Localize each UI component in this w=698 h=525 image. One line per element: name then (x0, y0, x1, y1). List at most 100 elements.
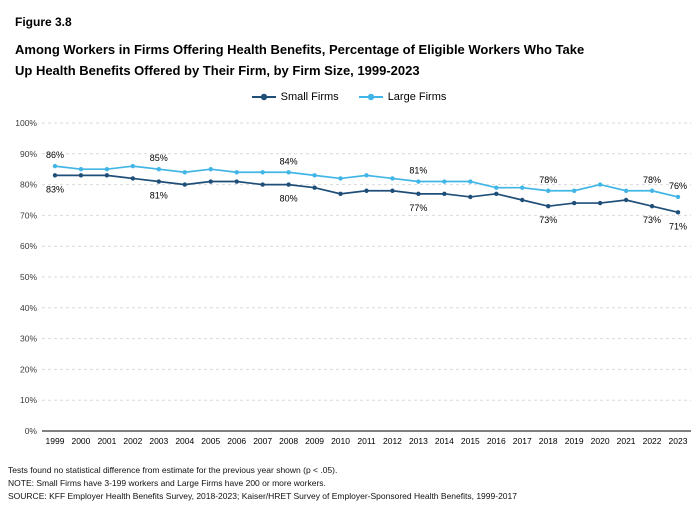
data-label-large-firms: 84% (280, 156, 298, 166)
point-large-firms (520, 185, 525, 190)
x-tick-label: 2003 (149, 436, 168, 446)
data-label-small-firms: 73% (643, 215, 661, 225)
point-large-firms (208, 166, 213, 171)
point-large-firms (468, 178, 473, 184)
x-tick-label: 2010 (331, 436, 350, 446)
data-label-large-firms: 86% (46, 150, 64, 160)
line-small-firms (54, 174, 679, 213)
x-tick-label: 2012 (383, 436, 402, 446)
point-small-firms (571, 200, 577, 205)
x-tick-label: 2002 (123, 436, 142, 446)
data-label-large-firms: 85% (150, 153, 168, 163)
point-large-firms (675, 194, 681, 199)
small-firms-line-marker-icon (251, 93, 276, 100)
x-tick-label: 2008 (279, 436, 298, 446)
point-large-firms (78, 166, 84, 171)
x-tick-label: 2009 (305, 436, 324, 446)
point-small-firms (52, 172, 58, 178)
data-label-small-firms: 73% (539, 215, 557, 225)
point-small-firms (130, 175, 136, 181)
point-small-firms (260, 181, 265, 187)
chart-title-line-1: Among Workers in Firms Offering Health B… (15, 42, 585, 57)
point-small-firms (623, 197, 629, 202)
figure-header: Figure 3.8 Among Workers in Firms Offeri… (0, 0, 698, 82)
data-label-large-firms: 78% (643, 174, 661, 184)
data-label-large-firms: 76% (669, 181, 687, 191)
point-small-firms (390, 188, 395, 193)
point-small-firms (104, 172, 110, 178)
line-chart: 0% 10% 20% 30% 40% 50% 60% 70% 80% 90% 100% 1999 200… (15, 118, 691, 446)
footnote-statistics: Tests found no statistical difference fr… (8, 464, 338, 475)
point-large-firms (649, 188, 655, 193)
point-small-firms (442, 191, 447, 196)
x-tick-label: 2020 (591, 436, 610, 446)
point-large-firms (442, 178, 447, 184)
point-small-firms (546, 203, 551, 208)
data-label-small-firms: 77% (409, 202, 427, 212)
point-large-firms (234, 169, 239, 175)
point-large-firms (156, 166, 162, 171)
x-tick-label: 2018 (539, 436, 558, 446)
x-tick-label: 1999 (46, 436, 65, 446)
y-tick-label: 30% (20, 333, 37, 343)
figure-number: Figure 3.8 (15, 15, 72, 29)
footnote-note: NOTE: Small Firms have 3-199 workers and… (8, 477, 326, 488)
x-tick-label: 2011 (357, 436, 376, 446)
y-tick-label: 20% (20, 364, 37, 374)
data-label-large-firms: 78% (539, 174, 557, 184)
point-small-firms (597, 200, 603, 205)
y-tick-label: 70% (20, 210, 37, 220)
x-tick-label: 2006 (227, 436, 246, 446)
y-tick-label: 80% (20, 179, 37, 189)
x-tick-label: 2015 (461, 436, 480, 446)
point-small-firms (78, 172, 84, 178)
data-label-small-firms: 71% (669, 221, 687, 231)
legend-item-small-firms: Small Firms (251, 91, 339, 103)
point-large-firms (312, 172, 317, 178)
point-large-firms (338, 175, 343, 181)
point-large-firms (546, 188, 551, 193)
point-small-firms (312, 185, 317, 190)
data-label-small-firms: 83% (46, 184, 64, 194)
data-label-small-firms: 80% (280, 193, 298, 203)
y-tick-label: 10% (20, 395, 37, 405)
x-tick-label: 2013 (409, 436, 428, 446)
point-small-firms (338, 191, 343, 196)
x-tick-label: 2016 (487, 436, 506, 446)
point-small-firms (494, 191, 499, 196)
point-large-firms (182, 169, 187, 175)
point-large-firms (104, 166, 110, 171)
point-large-firms (597, 181, 603, 187)
point-large-firms (260, 169, 265, 175)
point-large-firms (494, 185, 499, 190)
x-tick-label: 2017 (513, 436, 532, 446)
point-small-firms (156, 178, 162, 184)
chart-title-line-2: Up Health Benefits Offered by Their Firm… (15, 62, 420, 78)
x-tick-label: 2023 (669, 436, 688, 446)
y-tick-label: 90% (20, 148, 37, 158)
x-tick-label: 2007 (253, 436, 272, 446)
point-small-firms (182, 181, 187, 187)
y-tick-label: 50% (20, 272, 37, 282)
point-small-firms (675, 209, 681, 215)
x-tick-label: 2019 (565, 436, 584, 446)
y-tick-label: 40% (20, 302, 37, 312)
point-small-firms (468, 194, 473, 199)
data-label-small-firms: 81% (150, 190, 168, 200)
point-small-firms (520, 197, 525, 202)
point-large-firms (390, 175, 395, 181)
legend-item-large-firms: Large Firms (358, 91, 446, 103)
point-small-firms (208, 178, 213, 184)
footnote-source: SOURCE: KFF Employer Health Benefits Sur… (8, 490, 517, 501)
x-tick-label: 2022 (643, 436, 662, 446)
x-tick-label: 2014 (435, 436, 454, 446)
point-small-firms (234, 178, 239, 184)
point-large-firms (364, 172, 369, 178)
y-tick-label: 0% (25, 426, 38, 436)
y-tick-label: 100% (15, 118, 37, 128)
point-small-firms (649, 203, 655, 208)
x-tick-label: 2001 (97, 436, 116, 446)
x-tick-label: 2000 (71, 436, 90, 446)
y-tick-label: 60% (20, 241, 37, 251)
point-large-firms (52, 163, 58, 168)
